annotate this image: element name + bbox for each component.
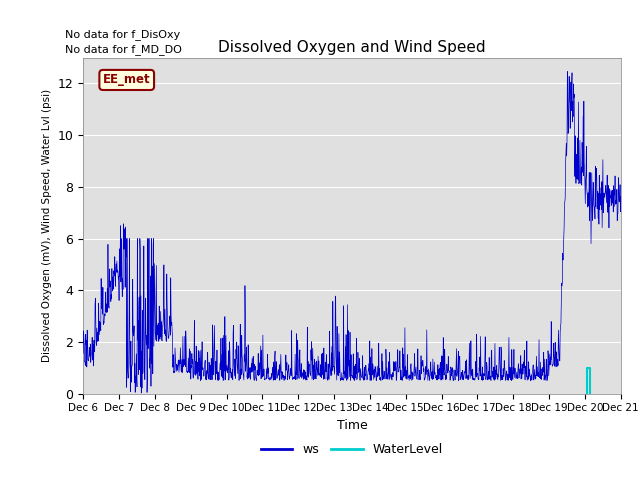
X-axis label: Time: Time <box>337 419 367 432</box>
Title: Dissolved Oxygen and Wind Speed: Dissolved Oxygen and Wind Speed <box>218 40 486 55</box>
Legend: ws, WaterLevel: ws, WaterLevel <box>256 438 448 461</box>
Text: No data for f_DisOxy: No data for f_DisOxy <box>65 29 180 40</box>
Text: EE_met: EE_met <box>103 73 150 86</box>
Text: No data for f_MD_DO: No data for f_MD_DO <box>65 45 182 55</box>
Y-axis label: Dissolved Oxygen (mV), Wind Speed, Water Lvl (psi): Dissolved Oxygen (mV), Wind Speed, Water… <box>42 89 52 362</box>
